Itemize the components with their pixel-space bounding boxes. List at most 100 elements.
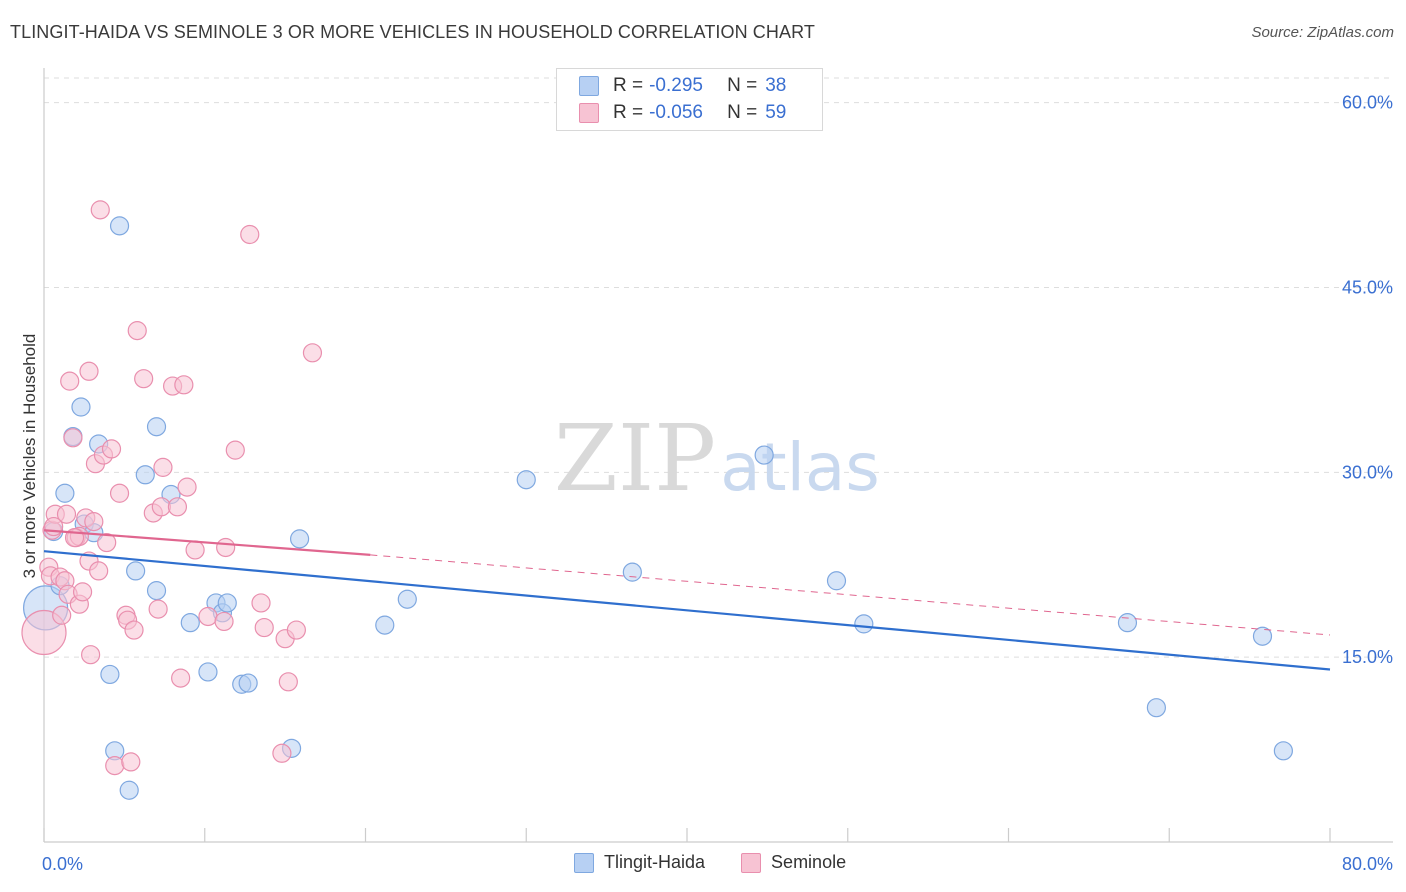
tlingit-haida-point — [622, 562, 642, 582]
seminole-point — [148, 599, 168, 619]
trend-lines — [43, 529, 1331, 671]
tlingit-haida-point — [71, 397, 91, 417]
tlingit-haida-point — [754, 445, 774, 465]
seminole-point — [272, 743, 292, 763]
axes — [43, 68, 1393, 843]
seminole-point — [286, 620, 306, 640]
seminole-point — [171, 668, 191, 688]
tlingit-haida-point — [1273, 741, 1293, 761]
seminole-point — [79, 361, 99, 381]
tlingit-haida-point — [854, 614, 874, 634]
seminole-point — [225, 440, 245, 460]
r-value: -0.056 — [649, 102, 703, 123]
seminole-point — [216, 537, 236, 558]
legend-label: Seminole — [771, 852, 847, 872]
seminole-point — [60, 371, 80, 391]
source-label: Source: ZipAtlas.com — [1251, 24, 1394, 41]
y-axis-label: 3 or more Vehicles in Household — [20, 333, 39, 579]
seminole-point — [72, 582, 93, 602]
seminole-point — [89, 561, 109, 581]
tlingit-haida-point — [119, 780, 139, 800]
tlingit-haida-point — [135, 465, 155, 485]
tlingit-haida-point — [109, 216, 130, 236]
seminole-point — [302, 343, 323, 363]
seminole-point — [185, 540, 205, 560]
watermark-atlas: atlas — [720, 429, 880, 506]
n-value: 38 — [765, 75, 787, 96]
tlingit-haida-point — [146, 417, 167, 437]
seminole-point — [105, 755, 125, 776]
seminole-trend-line-extension — [370, 554, 1331, 636]
seminole-point — [124, 620, 144, 640]
seminole-point — [63, 428, 83, 448]
tlingit-haida-point — [217, 593, 237, 613]
tlingit-haida-point — [100, 664, 120, 685]
r-value: -0.295 — [649, 75, 703, 96]
seminole-point — [101, 439, 122, 459]
seminole-point — [44, 516, 64, 537]
pink-swatch-icon — [741, 852, 762, 873]
y-tick-label: 60.0% — [1342, 93, 1393, 113]
seminole-point — [174, 375, 194, 395]
n-value: 59 — [765, 102, 787, 123]
tlingit-haida-point — [1117, 613, 1138, 633]
r-label: R = — [613, 75, 644, 96]
watermark-zip: ZIP — [554, 405, 716, 512]
seminole-point — [153, 457, 173, 477]
seminole-point — [109, 483, 130, 503]
tlingit-haida-point — [516, 470, 536, 490]
legend-item-seminole[interactable]: Seminole — [741, 852, 846, 873]
seminole-point — [214, 611, 234, 632]
seminole-point — [151, 497, 171, 517]
series-seminole — [21, 200, 323, 776]
tlingit-haida-point — [180, 613, 200, 633]
tlingit-haida-point — [55, 483, 75, 503]
stats-legend: R = -0.295 N = 38 R = -0.056 N = 59 — [556, 68, 823, 131]
seminole-point — [90, 200, 110, 220]
tlingit-haida-point — [375, 615, 395, 635]
legend-item-tlingit-haida[interactable]: Tlingit-Haida — [574, 852, 705, 873]
seminole-point — [254, 617, 274, 638]
blue-swatch-icon — [579, 76, 599, 96]
seminole-point — [56, 504, 77, 524]
watermark: ZIP atlas — [554, 405, 880, 512]
seminole-point — [121, 752, 141, 772]
seminole-point — [198, 606, 218, 627]
legend-row-seminole: R = -0.056 N = 59 — [579, 101, 786, 125]
x-tick-label: 80.0% — [1342, 854, 1393, 874]
y-tick-label: 15.0% — [1342, 647, 1393, 667]
tlingit-haida-point — [289, 529, 310, 549]
seminole-trend-line — [43, 529, 371, 556]
tlingit-haida-point — [198, 662, 218, 682]
tlingit-haida-point — [146, 581, 167, 601]
tlingit-haida-point — [397, 589, 417, 609]
tick-labels: 15.0% 30.0% 45.0% 60.0% 0.0% 80.0% — [42, 93, 1393, 874]
tlingit-haida-point — [1146, 698, 1166, 718]
seminole-point — [240, 224, 260, 245]
tlingit-haida-point — [1252, 626, 1273, 646]
seminole-point — [134, 369, 154, 389]
seminole-point — [167, 497, 188, 517]
seminole-point — [278, 672, 298, 692]
legend-row-tlingit-haida: R = -0.295 N = 38 — [579, 74, 786, 98]
seminole-point — [127, 321, 147, 341]
tlingit-haida-point — [126, 561, 146, 581]
n-label: N = — [727, 102, 758, 123]
seminole-point — [97, 532, 117, 553]
seminole-point — [251, 593, 271, 613]
y-tick-label: 30.0% — [1342, 462, 1393, 482]
series-legend: Tlingit-Haida Seminole — [574, 852, 882, 873]
seminole-point — [177, 477, 197, 497]
x-tick-label: 0.0% — [42, 854, 83, 874]
tlingit-haida-trend-line — [43, 550, 1331, 671]
blue-swatch-icon — [574, 852, 594, 873]
y-tick-label: 45.0% — [1342, 277, 1393, 297]
legend-label: Tlingit-Haida — [604, 852, 706, 872]
seminole-point — [81, 645, 101, 665]
seminole-point — [52, 605, 72, 625]
pink-swatch-icon — [579, 103, 599, 123]
tlingit-haida-point — [826, 571, 847, 591]
tlingit-haida-point — [238, 673, 258, 693]
n-label: N = — [727, 75, 758, 96]
